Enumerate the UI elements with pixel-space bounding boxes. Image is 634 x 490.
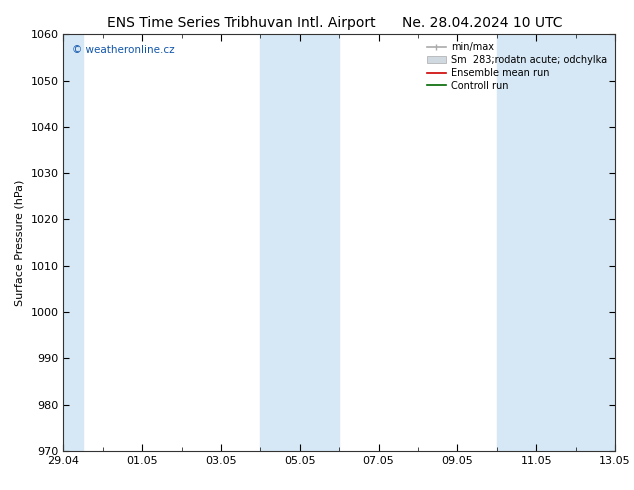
Bar <box>63 34 83 451</box>
Legend: min/max, Sm  283;rodatn acute; odchylka, Ensemble mean run, Controll run: min/max, Sm 283;rodatn acute; odchylka, … <box>424 39 610 94</box>
Bar <box>300 34 339 451</box>
Bar <box>536 34 616 451</box>
Text: ENS Time Series Tribhuvan Intl. Airport: ENS Time Series Tribhuvan Intl. Airport <box>107 16 375 30</box>
Y-axis label: Surface Pressure (hPa): Surface Pressure (hPa) <box>15 179 25 306</box>
Text: Ne. 28.04.2024 10 UTC: Ne. 28.04.2024 10 UTC <box>401 16 562 30</box>
Text: © weatheronline.cz: © weatheronline.cz <box>72 45 174 55</box>
Bar <box>261 34 300 451</box>
Bar <box>497 34 536 451</box>
